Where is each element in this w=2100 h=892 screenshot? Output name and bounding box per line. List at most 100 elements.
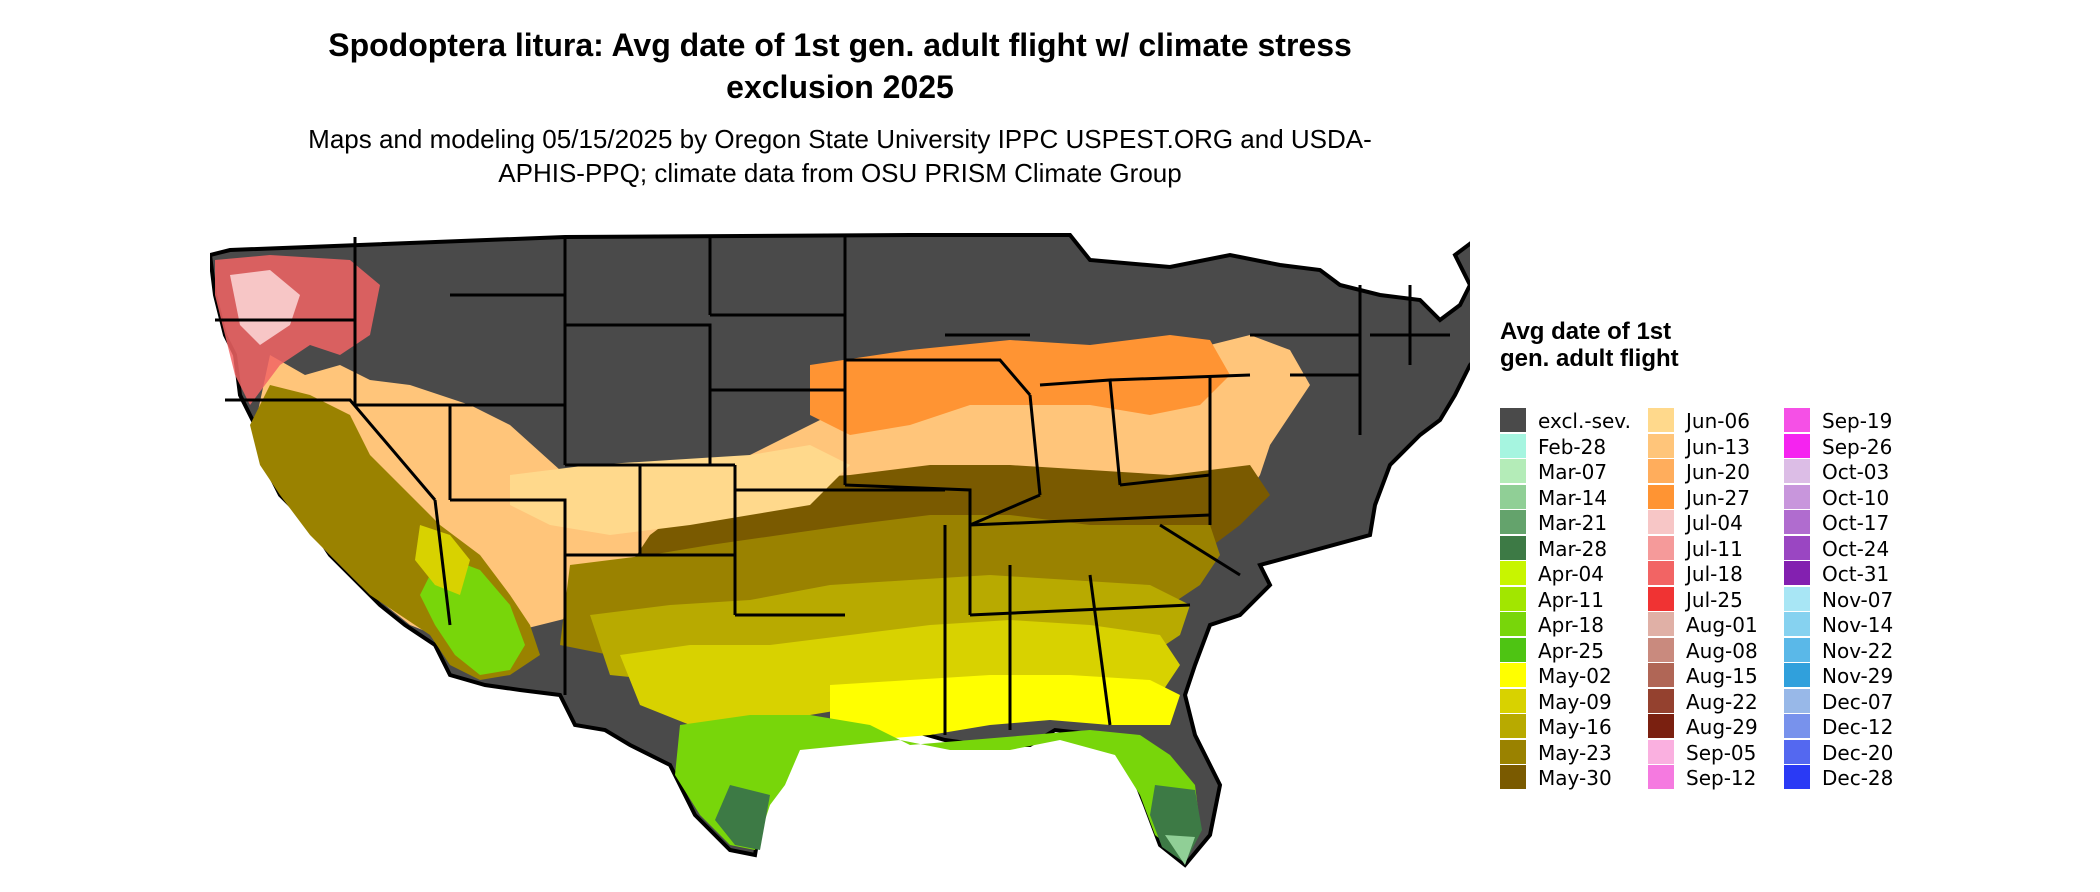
map-title: Spodoptera litura: Avg date of 1st gen. … [328, 27, 1352, 105]
legend-swatch [1648, 561, 1674, 585]
legend-swatch [1500, 739, 1526, 764]
legend-label: May-23 [1538, 740, 1612, 765]
legend-title: Avg date of 1st gen. adult flight [1500, 318, 1679, 372]
legend-label: Apr-25 [1538, 638, 1604, 663]
legend-label: excl.-sev. [1538, 409, 1631, 433]
legend-label: Oct-03 [1822, 460, 1890, 484]
legend-swatch [1784, 535, 1810, 560]
legend-label: Nov-14 [1822, 613, 1894, 637]
legend-swatch [1500, 535, 1526, 560]
us-map [210, 225, 1470, 890]
legend-label: Oct-24 [1822, 536, 1890, 561]
legend-label: Sep-19 [1822, 409, 1893, 433]
legend-swatch [1500, 484, 1526, 509]
legend-label: Aug-01 [1686, 613, 1758, 637]
legend-label: Nov-07 [1822, 587, 1894, 612]
legend-label: Oct-17 [1822, 511, 1890, 535]
legend-swatch [1784, 765, 1810, 789]
legend-swatch [1500, 765, 1526, 789]
legend-label: Feb-28 [1538, 434, 1607, 459]
legend-swatch [1500, 433, 1526, 458]
legend-label: Nov-29 [1822, 664, 1894, 688]
legend-label: Aug-29 [1686, 715, 1758, 739]
legend-label: Sep-26 [1822, 434, 1893, 459]
legend-label: Jun-13 [1686, 434, 1750, 459]
legend-swatch [1648, 612, 1674, 636]
state-boundaries [215, 237, 1450, 735]
legend-swatch [1784, 561, 1810, 585]
legend-swatch [1648, 637, 1674, 662]
legend-label: Apr-18 [1538, 613, 1604, 637]
legend-swatch [1784, 433, 1810, 458]
legend-swatch [1500, 510, 1526, 534]
legend-swatch [1500, 459, 1526, 483]
legend-swatch [1784, 459, 1810, 483]
legend-swatch [1500, 637, 1526, 662]
legend-label: Aug-08 [1686, 638, 1758, 663]
legend-swatch [1500, 688, 1526, 713]
legend-label: Nov-22 [1822, 638, 1894, 663]
legend-label: Oct-31 [1822, 562, 1890, 586]
legend-swatch [1648, 663, 1674, 687]
legend-label: Jun-27 [1686, 485, 1750, 510]
legend-label: Dec-12 [1822, 715, 1894, 739]
zone-tx-band [510, 445, 850, 535]
legend-label: Aug-15 [1686, 664, 1758, 688]
legend-label: Apr-04 [1538, 562, 1604, 586]
legend-swatch [1784, 663, 1810, 687]
legend-label: Sep-05 [1686, 740, 1757, 765]
zone-may-02 [830, 675, 1180, 740]
legend-swatch [1500, 612, 1526, 636]
legend-label: Sep-12 [1686, 766, 1757, 790]
legend-swatch [1784, 484, 1810, 509]
legend-swatch [1784, 510, 1810, 534]
legend-swatch [1648, 714, 1674, 738]
map-canvas [210, 233, 1470, 868]
map-subtitle: Maps and modeling 05/15/2025 by Oregon S… [308, 124, 1372, 188]
zone-mar [715, 785, 770, 850]
legend-swatch [1784, 586, 1810, 611]
zone-may-09 [620, 620, 1180, 725]
zone-pnw-light [230, 270, 300, 345]
legend-swatch [1500, 663, 1526, 687]
legend-swatch [1648, 586, 1674, 611]
legend-label: Jul-11 [1686, 536, 1743, 561]
legend-label: Mar-07 [1538, 460, 1608, 484]
legend-label: Apr-11 [1538, 587, 1604, 612]
legend: Avg date of 1st gen. adult flight excl.-… [1500, 318, 1920, 808]
legend-swatch [1500, 586, 1526, 611]
legend-label: Jul-04 [1686, 511, 1743, 535]
legend-swatch [1500, 561, 1526, 585]
legend-label: Dec-07 [1822, 689, 1894, 714]
legend-label: May-09 [1538, 689, 1612, 714]
legend-swatch [1648, 484, 1674, 509]
zone-fl-tip [1165, 835, 1195, 865]
legend-label: Mar-21 [1538, 511, 1608, 535]
legend-label: Dec-20 [1822, 740, 1894, 765]
legend-swatch [1648, 739, 1674, 764]
legend-swatch [1784, 714, 1810, 738]
legend-label: Mar-28 [1538, 536, 1608, 561]
legend-swatch [1784, 408, 1810, 432]
legend-swatch [1784, 637, 1810, 662]
legend-label: May-30 [1538, 766, 1612, 790]
legend-label: Jun-20 [1686, 460, 1750, 484]
legend-swatch [1648, 408, 1674, 432]
legend-swatch [1784, 688, 1810, 713]
legend-swatch [1648, 510, 1674, 534]
legend-swatch [1784, 612, 1810, 636]
legend-swatch [1648, 765, 1674, 789]
legend-swatch [1648, 688, 1674, 713]
legend-label: Mar-14 [1538, 485, 1608, 510]
legend-label: Aug-22 [1686, 689, 1758, 714]
legend-label: May-02 [1538, 664, 1612, 688]
legend-label: Jul-18 [1686, 562, 1743, 586]
legend-swatch [1500, 408, 1526, 432]
legend-label: Jul-25 [1686, 587, 1743, 612]
legend-label: Oct-10 [1822, 485, 1890, 510]
legend-swatch [1648, 433, 1674, 458]
legend-swatch [1500, 714, 1526, 738]
zone-apr [675, 715, 1200, 855]
legend-label: Jun-06 [1686, 409, 1750, 433]
legend-label: Dec-28 [1822, 766, 1894, 790]
